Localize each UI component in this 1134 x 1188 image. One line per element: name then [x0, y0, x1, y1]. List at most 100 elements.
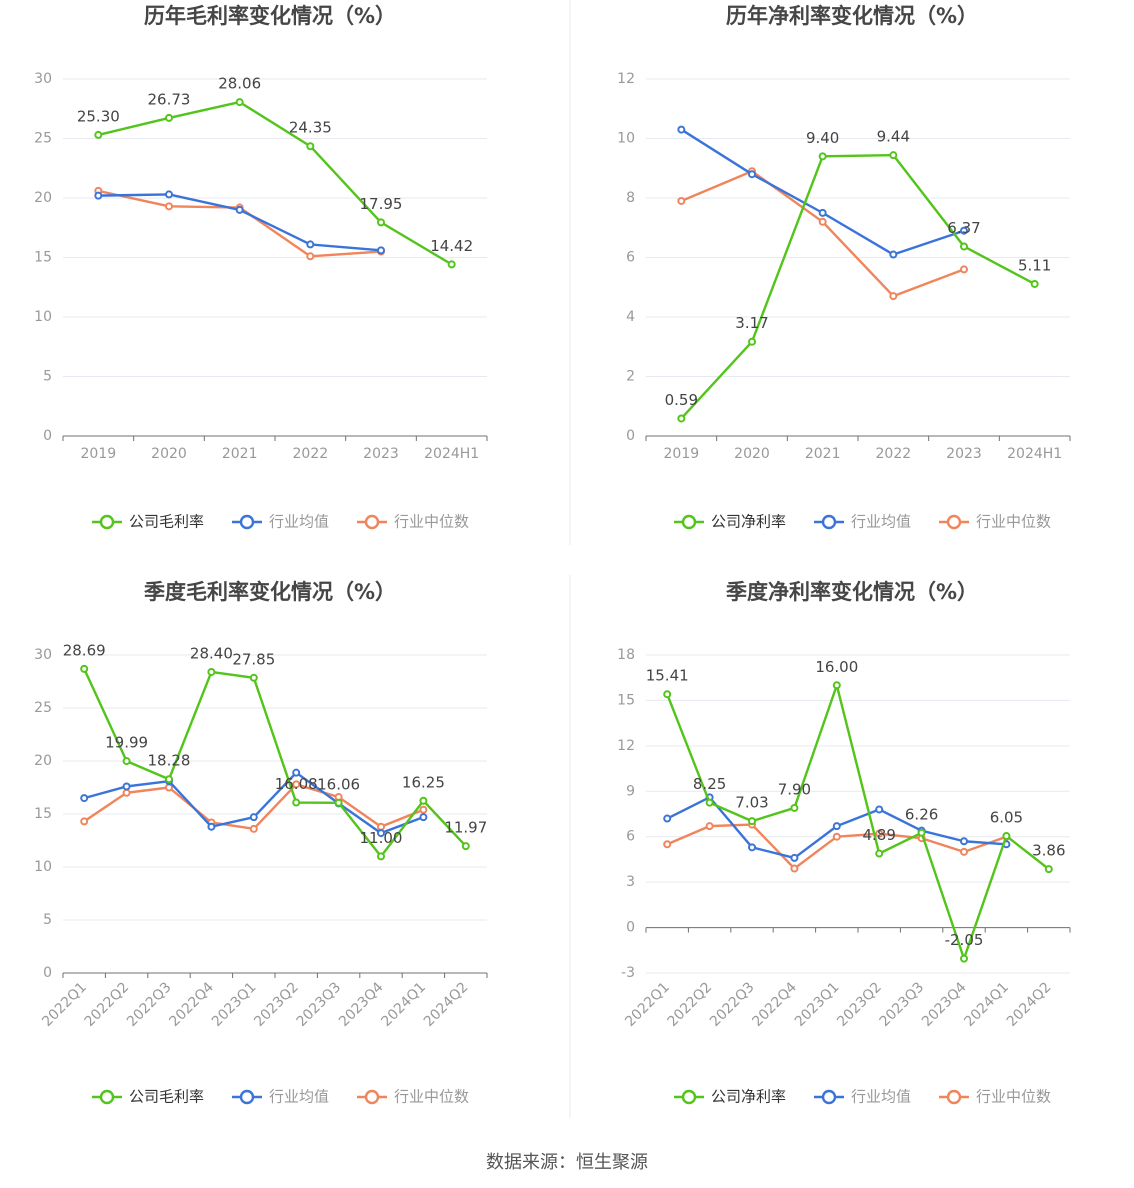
- data-point-industry_avg: [960, 837, 968, 846]
- legend-label: 行业中位数: [976, 1088, 1051, 1106]
- x-tick-label: 2022Q1: [39, 979, 90, 1030]
- legend-marker: [239, 1089, 255, 1105]
- data-point-company: [447, 260, 456, 269]
- data-point-industry_avg: [748, 170, 756, 179]
- x-tick-label: 2023Q1: [209, 979, 260, 1030]
- data-point-industry_median: [122, 788, 131, 797]
- legend-marker: [821, 514, 837, 530]
- data-point-industry_avg: [875, 805, 884, 814]
- data-label: 16.06: [317, 775, 360, 793]
- y-tick-label: 5: [43, 912, 52, 928]
- y-tick-label: 0: [626, 428, 635, 444]
- chart-title: 季度净利率变化情况（%）: [726, 580, 978, 604]
- legend-label: 行业中位数: [394, 1088, 469, 1106]
- data-label: 25.30: [77, 107, 120, 125]
- data-label: 28.69: [63, 641, 106, 659]
- chart-panel-3: 季度毛利率变化情况（%）0510152025302022Q12022Q22022…: [34, 580, 488, 1106]
- data-point-industry_avg: [122, 782, 131, 791]
- x-tick-label: 2024Q1: [378, 979, 429, 1030]
- legend-label: 行业中位数: [976, 513, 1051, 531]
- y-tick-label: 30: [34, 71, 52, 87]
- data-point-industry_avg: [960, 226, 968, 235]
- legend-item-company: 公司毛利率: [92, 1088, 204, 1106]
- data-label: 7.90: [778, 780, 811, 798]
- chart-panel-4: 季度净利率变化情况（%）-303691215182022Q12022Q22022…: [617, 580, 1071, 1106]
- data-point-company: [292, 798, 301, 807]
- y-tick-label: 25: [34, 700, 52, 716]
- series-line-industry_avg: [98, 193, 382, 252]
- y-tick-label: 2: [626, 369, 635, 385]
- data-point-company: [94, 130, 103, 139]
- legend-item-company: 公司毛利率: [92, 513, 204, 531]
- legend-label: 公司毛利率: [129, 1088, 204, 1106]
- series-line-company: [666, 684, 1050, 960]
- legend-label: 行业中位数: [394, 513, 469, 531]
- data-point-industry_avg: [889, 250, 898, 259]
- chart-title: 历年毛利率变化情况（%）: [144, 4, 396, 28]
- data-label: 27.85: [232, 650, 275, 668]
- series-line-industry_avg: [83, 771, 424, 835]
- data-label: 11.97: [444, 819, 487, 837]
- data-point-industry_median: [960, 265, 968, 274]
- x-tick-label: 2022: [876, 446, 912, 462]
- data-point-company: [306, 142, 315, 151]
- data-point-company: [461, 842, 470, 851]
- data-point-company: [1002, 831, 1011, 840]
- data-point-company: [960, 242, 968, 251]
- data-point-industry_median: [419, 805, 428, 814]
- series-line-company: [680, 153, 1036, 420]
- y-tick-label: 15: [34, 250, 52, 266]
- x-tick-label: 2023Q1: [792, 979, 843, 1030]
- series-line-company: [83, 668, 467, 858]
- data-label: -2.05: [945, 931, 984, 949]
- data-point-company: [818, 152, 827, 161]
- data-point-industry_avg: [748, 843, 756, 852]
- chart-panel-1: 历年毛利率变化情况（%） 0 5 10 15 20 25 30 2019 2020 2021 2022…: [34, 4, 488, 531]
- data-point-industry_avg: [832, 822, 841, 831]
- data-source-note: 数据来源：恒生聚源: [486, 1152, 648, 1173]
- y-tick-label: 6: [626, 250, 635, 266]
- data-point-industry_avg: [80, 794, 89, 803]
- data-point-industry_avg: [790, 853, 799, 862]
- data-point-company: [832, 681, 841, 690]
- legend-marker: [364, 1089, 380, 1105]
- legend-label: 行业均值: [851, 1088, 911, 1106]
- legend-marker: [364, 514, 380, 530]
- x-tick-label: 2024Q2: [1004, 979, 1055, 1030]
- data-point-company: [80, 664, 89, 673]
- x-tick-label: 2021: [805, 446, 841, 462]
- data-label: 16.25: [402, 773, 445, 791]
- data-point-industry_median: [663, 840, 672, 849]
- x-tick-label: 2020: [151, 446, 187, 462]
- legend-label: 公司毛利率: [129, 513, 204, 531]
- x-tick-label: 2023Q2: [834, 979, 885, 1030]
- data-label: 4.89: [862, 826, 895, 844]
- data-label: 19.99: [105, 734, 148, 752]
- y-tick-label: 8: [626, 190, 635, 206]
- data-point-company: [207, 667, 216, 676]
- x-tick-label: 2022Q2: [665, 979, 716, 1030]
- x-tick-label: 2022: [293, 446, 329, 462]
- data-label: 6.26: [905, 805, 938, 823]
- y-tick-label: 9: [626, 783, 635, 799]
- x-tick-label: 2020: [734, 446, 770, 462]
- data-point-company: [663, 690, 672, 699]
- data-point-industry_median: [875, 829, 884, 838]
- data-point-industry_median: [818, 217, 827, 226]
- data-label: 24.35: [289, 119, 332, 137]
- legend-item-industry_median: 行业中位数: [357, 1088, 469, 1106]
- data-label: 26.73: [148, 90, 191, 108]
- data-label: 6.37: [947, 219, 980, 237]
- y-tick-label: 10: [34, 309, 52, 325]
- data-point-company: [165, 775, 173, 784]
- y-tick-label: 0: [626, 920, 635, 936]
- y-tick-label: 20: [34, 753, 52, 769]
- x-tick-label: 2021: [222, 446, 258, 462]
- data-point-company: [419, 796, 428, 805]
- data-label: 7.03: [735, 794, 768, 812]
- data-point-industry_avg: [306, 240, 315, 249]
- data-label: 14.42: [430, 237, 473, 255]
- data-point-industry_avg: [818, 208, 827, 217]
- legend-item-industry_avg: 行业均值: [232, 1088, 329, 1106]
- data-point-industry_avg: [249, 813, 258, 822]
